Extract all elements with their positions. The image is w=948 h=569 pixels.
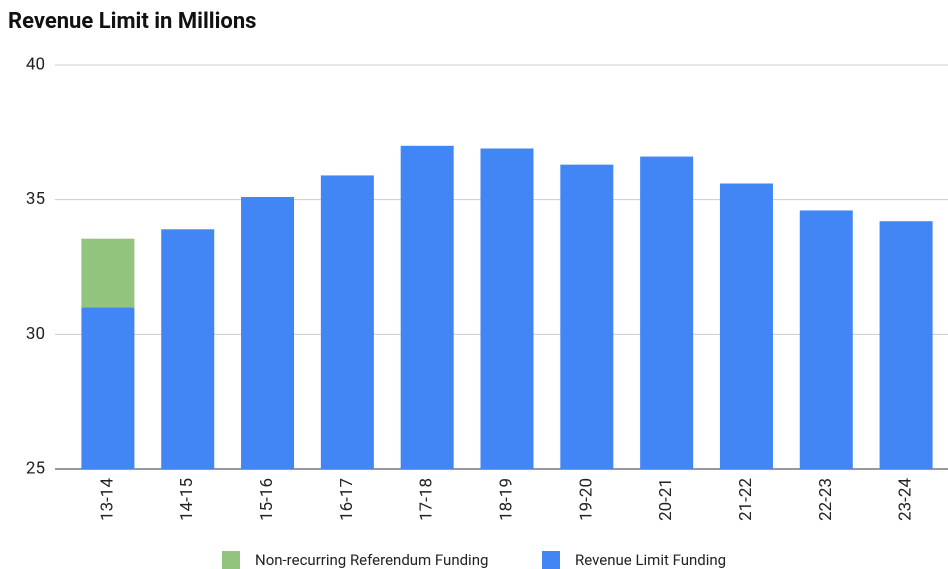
legend-label: Non-recurring Referendum Funding [255,551,488,569]
y-tick-label: 30 [26,324,45,344]
bar [480,148,534,469]
x-tick-label: 16-17 [337,478,357,521]
x-tick-label: 13-14 [97,478,117,521]
bar [640,156,694,469]
legend-swatch [222,551,240,569]
x-tick-label: 19-20 [576,478,596,521]
x-tick-label: 22-23 [816,478,836,521]
bar [799,210,853,469]
bar [879,221,933,469]
x-tick-label: 21-22 [736,478,756,521]
bar [320,175,374,469]
x-tick-label: 18-19 [496,478,516,521]
legend-swatch [542,551,560,569]
bar [81,238,135,308]
bar [719,183,773,470]
bar [241,196,295,469]
legend-label: Revenue Limit Funding [575,551,726,569]
bar [560,164,614,470]
bar [400,145,454,470]
y-tick-label: 35 [26,189,45,209]
bar [81,307,135,469]
x-tick-label: 17-18 [417,478,437,521]
x-tick-label: 14-15 [177,478,197,521]
x-tick-label: 20-21 [656,478,676,521]
x-tick-label: 23-24 [896,478,916,521]
bar [161,229,215,469]
x-tick-label: 15-16 [257,478,277,521]
y-tick-label: 40 [26,54,45,74]
y-tick-label: 25 [26,458,45,478]
chart-title: Revenue Limit in Millions [8,9,256,34]
